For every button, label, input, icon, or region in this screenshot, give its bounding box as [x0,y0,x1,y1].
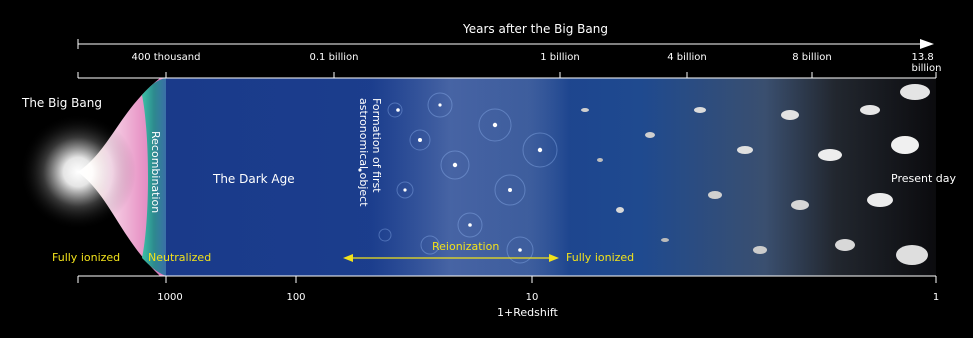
first-objects-bubbles [378,92,558,264]
cmb-map [142,78,166,276]
top-tick-label: 400 thousand [131,52,201,63]
neutralized-label: Neutralized [148,251,212,264]
top-axis-title: Years after the Big Bang [463,22,608,36]
present-day-label: Present day [891,172,957,185]
fully-ionized-left-label: Fully ionized [52,251,121,264]
bottom-tick-label: 10 [525,292,539,303]
big-bang-label: The Big Bang [22,96,102,110]
bottom-tick-label: 1 [932,292,940,303]
big-bang-glow [20,114,136,230]
dark-age-label: The Dark Age [213,172,295,186]
bottom-tick-label: 1000 [157,292,183,303]
galaxies [581,84,930,265]
stars [358,103,543,252]
top-tick-label: 1 billion [540,52,580,63]
top-tick-label: 0.1 billion [309,52,359,63]
top-axis-arrowhead [920,39,934,49]
top-tick-label: 8 billion [792,52,832,63]
top-tick-label: 4 billion [667,52,707,63]
reionization-label: Reionization [432,240,500,253]
bottom-axis-ticks [77,276,937,283]
top-axis-ticks [77,72,937,78]
fully-ionized-right-label: Fully ionized [566,251,635,264]
bottom-tick-label: 100 [286,292,306,303]
reionization-fog [370,78,570,276]
recombination-label: Recombination [149,131,162,214]
top-tick-label: 13.8 billion [911,52,942,74]
first-objects-label: Formation of first astronomical object [357,98,383,207]
bottom-axis-title: 1+Redshift [497,306,558,319]
